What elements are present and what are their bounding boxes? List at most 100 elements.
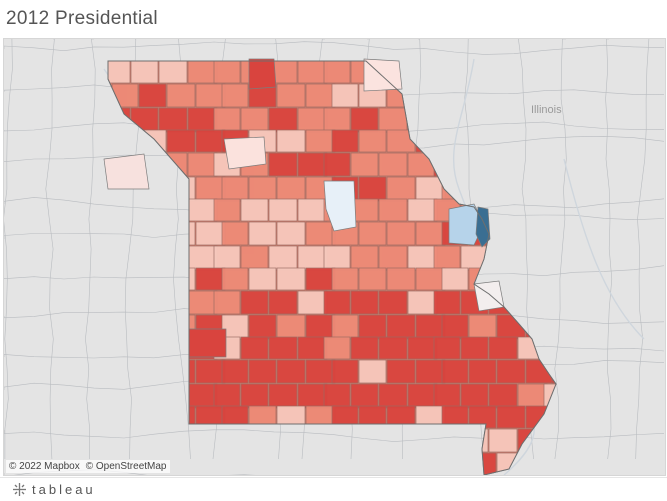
county — [386, 267, 416, 291]
county — [323, 290, 351, 315]
county — [358, 267, 387, 291]
illinois-label: Illinois — [531, 104, 562, 116]
county — [213, 245, 241, 271]
county — [415, 359, 446, 384]
county — [407, 198, 438, 222]
county — [221, 359, 249, 384]
county — [248, 359, 277, 384]
county — [305, 267, 336, 291]
county — [187, 290, 218, 315]
grid-line — [605, 39, 613, 460]
county — [297, 152, 328, 177]
county — [297, 61, 328, 84]
county — [268, 336, 298, 360]
county — [240, 383, 269, 409]
county — [268, 245, 298, 271]
tableau-wordmark: tableau — [32, 482, 96, 497]
county — [488, 336, 518, 360]
page-title: 2012 Presidential — [6, 8, 158, 29]
county — [248, 221, 277, 246]
county — [433, 336, 461, 360]
county — [496, 359, 526, 384]
county — [386, 314, 416, 340]
county — [195, 129, 226, 153]
county — [166, 129, 196, 153]
county — [195, 176, 226, 202]
choropleth-map[interactable]: Illinois — [3, 38, 666, 476]
county — [441, 314, 469, 340]
county-lean — [363, 58, 403, 92]
county — [331, 359, 359, 384]
county — [138, 83, 167, 108]
county — [248, 314, 277, 340]
county — [213, 198, 241, 222]
grid-line — [4, 429, 665, 442]
county — [268, 383, 298, 409]
county — [240, 107, 269, 133]
county — [158, 107, 188, 133]
county — [240, 245, 269, 271]
footer-bar: tableau — [0, 477, 667, 501]
county — [195, 267, 226, 291]
county — [460, 336, 489, 360]
county — [240, 198, 269, 222]
county — [187, 198, 218, 222]
county-strong — [188, 328, 227, 358]
county — [297, 107, 328, 133]
county — [213, 61, 241, 84]
county — [378, 198, 408, 222]
county — [276, 176, 306, 202]
tableau-logo[interactable]: tableau — [12, 482, 96, 497]
county — [358, 129, 387, 153]
county — [386, 176, 416, 202]
county — [240, 336, 269, 360]
missouri-border — [107, 60, 557, 475]
county — [350, 152, 379, 177]
county — [195, 221, 226, 246]
county-even — [473, 280, 505, 312]
osm-attribution[interactable]: © OpenStreetMap — [85, 461, 167, 472]
county — [323, 152, 351, 177]
grid-line — [4, 41, 665, 55]
county — [187, 152, 218, 177]
county — [386, 221, 416, 246]
grid-line — [554, 39, 567, 460]
county — [407, 383, 438, 409]
county — [305, 221, 336, 246]
county — [158, 61, 188, 84]
county — [358, 176, 387, 202]
county — [323, 107, 351, 133]
county-st-louis-city — [475, 206, 491, 248]
county — [488, 428, 518, 453]
county — [460, 383, 489, 409]
county — [378, 290, 408, 315]
county — [323, 61, 351, 84]
county — [415, 267, 446, 291]
county — [323, 245, 351, 271]
county — [297, 198, 328, 222]
county-boone — [323, 180, 357, 232]
county — [221, 221, 249, 246]
county — [441, 267, 469, 291]
county — [276, 129, 306, 153]
county — [378, 245, 408, 271]
county — [297, 336, 328, 360]
county — [305, 314, 336, 340]
county — [517, 383, 548, 409]
county — [195, 83, 226, 108]
mapbox-attribution[interactable]: © 2022 Mapbox — [9, 461, 80, 472]
county-strong — [248, 58, 277, 90]
county — [415, 314, 446, 340]
county — [213, 290, 241, 315]
county — [187, 383, 218, 409]
grid-line — [635, 39, 650, 460]
map-canvas[interactable]: Illinois — [4, 39, 665, 475]
county — [268, 290, 298, 315]
county — [213, 107, 241, 133]
county — [305, 129, 336, 153]
river-line — [563, 158, 645, 340]
county — [331, 83, 359, 108]
county — [358, 359, 387, 384]
county — [108, 61, 131, 84]
grid-line — [85, 39, 96, 460]
